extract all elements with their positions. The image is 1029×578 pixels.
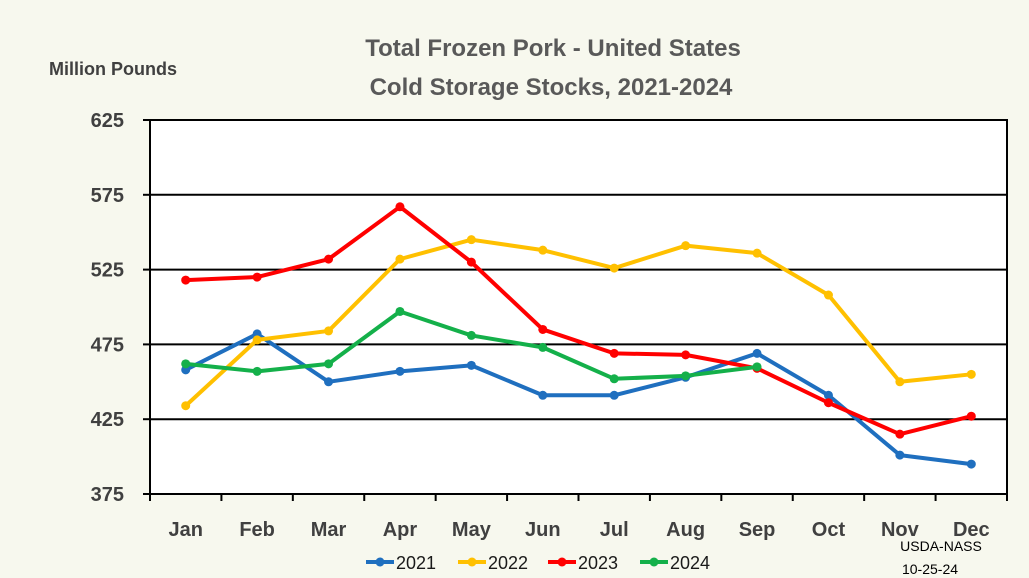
x-tick-label: Sep xyxy=(739,519,776,541)
source-note-line-1: USDA-NASS xyxy=(900,538,982,554)
data-point-2021-Sep xyxy=(752,348,762,358)
x-tick-label: Dec xyxy=(953,519,990,541)
plot-area xyxy=(149,119,1008,495)
data-point-2023-Apr xyxy=(395,202,405,212)
data-point-2023-Feb xyxy=(252,272,262,282)
data-point-2022-Feb xyxy=(252,335,262,345)
data-point-2023-Aug xyxy=(681,350,691,360)
legend-swatch-marker xyxy=(467,557,477,567)
legend-label: 2023 xyxy=(578,553,618,573)
source-note-line-2: 10-25-24 xyxy=(902,561,958,577)
data-point-2021-Mar xyxy=(324,377,334,387)
x-tick-label: Jun xyxy=(525,519,561,541)
data-point-2022-Jul xyxy=(609,263,619,273)
legend-item-2024: 2024 xyxy=(640,553,710,573)
series-2024 xyxy=(181,306,762,384)
data-point-2022-Dec xyxy=(966,369,976,379)
data-point-2023-Jun xyxy=(538,324,548,334)
data-point-2024-Mar xyxy=(324,359,334,369)
data-point-2021-Apr xyxy=(395,366,405,376)
data-point-2024-Jun xyxy=(538,342,548,352)
data-point-2023-Jul xyxy=(609,348,619,358)
series-2021 xyxy=(181,329,976,469)
grid-layer xyxy=(143,119,1008,501)
data-point-2023-May xyxy=(466,257,476,267)
data-point-2022-Aug xyxy=(681,241,691,251)
x-tick-label: Oct xyxy=(812,519,846,541)
legend-swatch-marker xyxy=(375,557,385,567)
data-point-2022-Jan xyxy=(181,401,191,411)
data-point-2022-Apr xyxy=(395,254,405,264)
legend-item-2023: 2023 xyxy=(548,553,618,573)
x-tick-label: Jul xyxy=(600,519,629,541)
series-2023 xyxy=(181,202,976,439)
tick-layer: 375 425 475 525 575 625 Jan Feb Mar Apr May Jun Jul A… xyxy=(91,110,990,541)
data-point-2021-Oct xyxy=(823,390,833,400)
data-point-2024-Aug xyxy=(681,371,691,381)
series-2022 xyxy=(181,235,976,411)
data-point-2021-Nov xyxy=(895,450,905,460)
data-point-2022-Mar xyxy=(324,326,334,336)
legend-item-2022: 2022 xyxy=(458,553,528,573)
y-axis-label: Million Pounds xyxy=(49,59,177,79)
data-point-2022-Sep xyxy=(752,248,762,258)
y-tick-label: 475 xyxy=(91,334,124,356)
data-point-2023-Jan xyxy=(181,275,191,285)
y-tick-label: 575 xyxy=(91,185,124,207)
legend-item-2021: 2021 xyxy=(366,553,436,573)
y-tick-label: 375 xyxy=(91,484,124,506)
data-point-2023-Dec xyxy=(966,411,976,421)
series-line-2022 xyxy=(183,237,974,408)
y-tick-label: 425 xyxy=(91,409,124,431)
data-point-2024-Feb xyxy=(252,366,262,376)
legend: 2021 2022 2023 2024 xyxy=(366,553,710,573)
data-point-2024-Sep xyxy=(752,362,762,372)
data-point-2023-Nov xyxy=(895,429,905,439)
legend-label: 2022 xyxy=(488,553,528,573)
x-tick-label: Apr xyxy=(383,519,418,541)
data-point-2021-Jul xyxy=(609,390,619,400)
data-point-2024-Jul xyxy=(609,374,619,384)
x-tick-label: Nov xyxy=(881,519,920,541)
series-line-2023 xyxy=(183,204,974,437)
x-tick-label: May xyxy=(452,519,492,541)
chart-title: Total Frozen Pork - United States xyxy=(365,35,741,62)
x-tick-label: Mar xyxy=(311,519,347,541)
series-layer xyxy=(181,202,976,469)
data-point-2022-May xyxy=(466,235,476,245)
data-point-2022-Jun xyxy=(538,245,548,255)
chart-subtitle: Cold Storage Stocks, 2021-2024 xyxy=(370,74,733,101)
data-point-2023-Oct xyxy=(823,398,833,408)
data-point-2021-Jun xyxy=(538,390,548,400)
data-point-2021-Dec xyxy=(966,459,976,469)
x-tick-label: Feb xyxy=(239,519,275,541)
legend-label: 2021 xyxy=(396,553,436,573)
legend-label: 2024 xyxy=(670,553,710,573)
series-line-2021 xyxy=(183,331,974,467)
y-tick-label: 525 xyxy=(91,260,124,282)
data-point-2022-Nov xyxy=(895,377,905,387)
x-tick-label: Jan xyxy=(168,519,202,541)
data-point-2024-Jan xyxy=(181,359,191,369)
data-point-2021-May xyxy=(466,360,476,370)
x-tick-label: Aug xyxy=(666,519,705,541)
data-point-2024-Apr xyxy=(395,306,405,316)
data-point-2024-May xyxy=(466,330,476,340)
data-point-2022-Oct xyxy=(823,290,833,300)
y-tick-label: 625 xyxy=(91,110,124,132)
legend-swatch-marker xyxy=(557,557,567,567)
data-point-2023-Mar xyxy=(324,254,334,264)
legend-swatch-marker xyxy=(649,557,659,567)
